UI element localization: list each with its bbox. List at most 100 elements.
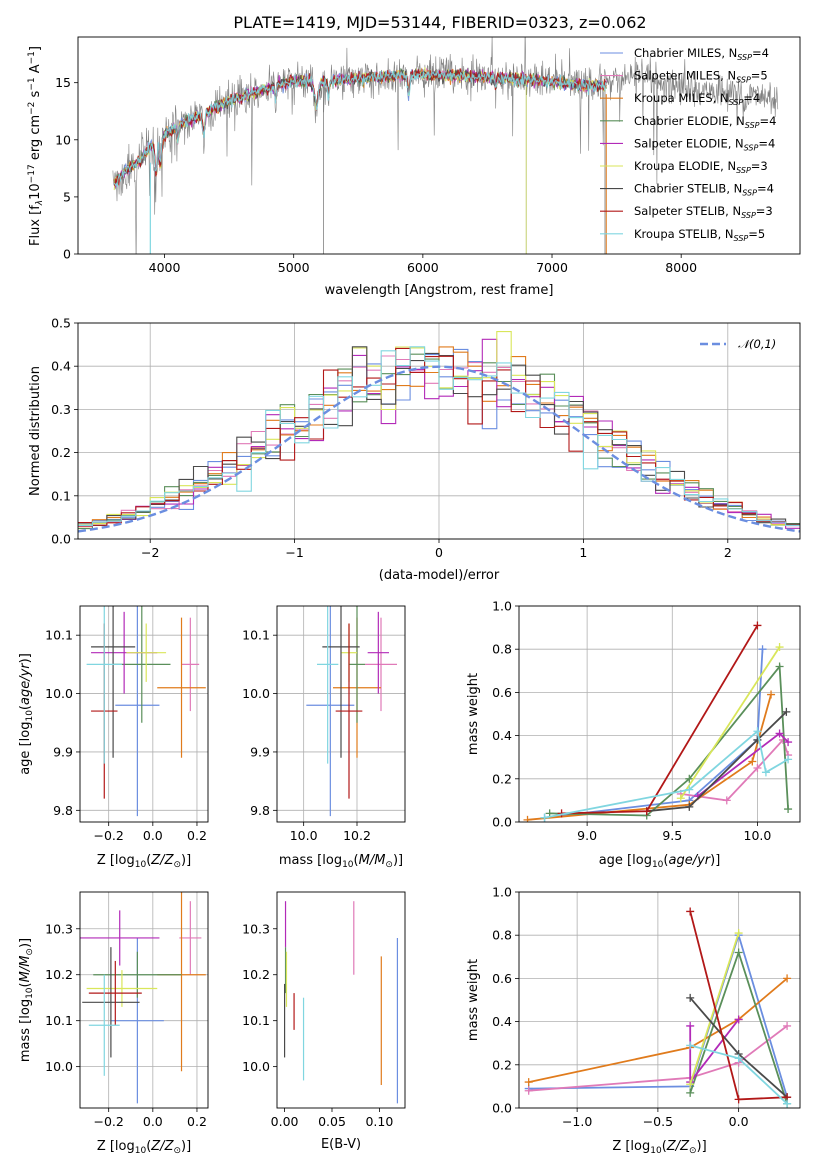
plot-area — [80, 892, 206, 1104]
y-tick-label: 0.2 — [492, 771, 512, 786]
weight-marker — [686, 1021, 695, 1030]
legend-entry: Salpeter MILES, NSSP=5 — [634, 69, 768, 85]
plot-area — [306, 606, 397, 817]
x-tick-label: 0 — [435, 545, 443, 560]
y-tick-label: 10.3 — [45, 921, 73, 936]
legend-entry: Kroupa MILES, NSSP=4 — [634, 91, 760, 107]
weight-marker — [685, 802, 694, 811]
x-axis-label: age [log10(age/yr)] — [599, 853, 721, 870]
legend-entry: Salpeter STELIB, NSSP=3 — [634, 204, 773, 220]
weight-marker — [734, 929, 743, 938]
x-tick-label: −1.0 — [562, 1114, 592, 1129]
hist-series-4 — [78, 338, 800, 529]
spectrum-legend: Chabrier MILES, NSSP=4 Salpeter MILES, NS… — [600, 46, 776, 243]
weight-marker — [775, 662, 784, 671]
weight-marker — [784, 738, 793, 747]
y-tick-label: 0.4 — [51, 359, 71, 374]
weight-marker — [761, 768, 770, 777]
axes-frame — [276, 605, 406, 823]
weight-marker — [783, 1099, 792, 1108]
weight-marker — [783, 974, 792, 983]
x-axis-label: Z [log10(Z/Z⊙)] — [97, 1139, 191, 1156]
weight-marker — [775, 729, 784, 738]
axes-residuals: −2 −1 0 1 2 0.0 0.1 0.2 0.3 0.4 0.5 𝒩(0,1) (data-mod… — [28, 316, 801, 583]
x-tick-label: −0.2 — [94, 1114, 124, 1129]
x-tick-label: 5000 — [278, 260, 310, 275]
y-tick-label: 10.2 — [242, 967, 270, 982]
legend-entry: Kroupa ELODIE, NSSP=3 — [634, 159, 768, 175]
plot-area — [524, 907, 792, 1108]
y-tick-label: 9.8 — [53, 803, 73, 818]
x-tick-label: 0.0 — [143, 1114, 163, 1129]
plot-area — [112, 37, 779, 254]
weight-line-2 — [527, 694, 772, 821]
axes-frame — [518, 605, 801, 823]
x-tick-label: −2 — [141, 545, 159, 560]
weight-marker — [753, 727, 762, 736]
weight-marker — [748, 757, 757, 766]
y-tick-label: 10.0 — [45, 686, 73, 701]
normal-curve — [78, 365, 800, 533]
x-tick-label: 8000 — [665, 260, 697, 275]
weight-line-6 — [646, 711, 788, 813]
y-axis-label: mass weight — [466, 959, 481, 1041]
hist-series-8 — [78, 346, 800, 526]
weight-marker — [686, 1041, 695, 1050]
weight-line-7 — [561, 624, 759, 815]
axes-spectrum: 4000 5000 6000 7000 8000 0 5 10 15 Chabrier MILES… — [27, 36, 801, 298]
weight-marker — [540, 813, 549, 822]
y-tick-label: 0.8 — [492, 642, 512, 657]
plot-area — [78, 331, 800, 533]
y-tick-label: 0 — [63, 247, 71, 262]
weight-line-5 — [680, 646, 781, 799]
y-tick-label: 9.9 — [250, 744, 270, 759]
y-tick-label: 10.2 — [45, 967, 73, 982]
axes-mass_vs_Z: −0.2 0.0 0.2 10.0 10.1 10.2 10.3 Z [log10(Z/Z⊙)… — [18, 891, 209, 1156]
y-tick-label: 0.4 — [492, 728, 512, 743]
y-tick-label: 15 — [55, 75, 71, 90]
axes-frame — [518, 891, 801, 1109]
weight-marker — [782, 707, 791, 716]
weight-line-1 — [528, 1025, 788, 1092]
hist-series-7 — [78, 347, 800, 526]
axes-frame — [276, 891, 406, 1109]
x-tick-label: 7000 — [536, 260, 568, 275]
y-tick-label: 0.6 — [492, 971, 512, 986]
y-axis-label: age [log10(age/yr)] — [18, 653, 35, 775]
x-tick-label: −1 — [285, 545, 303, 560]
plot-area — [523, 621, 793, 822]
x-tick-label: 10.0 — [744, 828, 772, 843]
x-axis-label: (data-model)/error — [379, 568, 500, 583]
x-tick-label: 0.0 — [143, 828, 163, 843]
weight-marker — [686, 993, 695, 1002]
y-tick-label: 0.3 — [51, 402, 71, 417]
y-tick-label: 0.1 — [51, 488, 71, 503]
axes-weight_vs_age: 9.0 9.5 10.0 0.0 0.2 0.4 0.6 0.8 1.0 age [log10(a… — [466, 599, 801, 870]
weight-marker — [722, 796, 731, 805]
weight-marker — [753, 621, 762, 630]
plot-area — [283, 901, 399, 1104]
axes-frame — [79, 891, 209, 1109]
weight-line-2 — [528, 977, 788, 1083]
axes-frame — [77, 36, 801, 255]
figure-title: PLATE=1419, MJD=53144, FIBERID=0323, z=0… — [233, 13, 646, 32]
y-tick-label: 0.5 — [51, 316, 71, 331]
weight-marker — [784, 755, 793, 764]
weight-marker — [758, 645, 767, 654]
y-tick-label: 10.1 — [45, 628, 73, 643]
y-tick-label: 9.9 — [53, 744, 73, 759]
y-tick-label: 10.1 — [242, 628, 270, 643]
weight-marker — [642, 807, 651, 816]
axes-age_vs_mass: 10.0 10.2 9.8 9.9 10.0 10.1 mass [log10(M/M⊙)] — [242, 605, 406, 870]
x-tick-label: 0.2 — [187, 1114, 207, 1129]
weight-marker — [686, 1088, 695, 1097]
x-tick-label: 10.2 — [343, 828, 371, 843]
legend-entry: Chabrier ELODIE, NSSP=4 — [634, 114, 776, 130]
x-tick-label: 4000 — [149, 260, 181, 275]
x-tick-label: −0.2 — [94, 828, 124, 843]
weight-marker — [686, 1080, 695, 1089]
y-tick-label: 10.3 — [242, 921, 270, 936]
y-tick-label: 9.8 — [250, 803, 270, 818]
weight-marker — [524, 1086, 533, 1095]
